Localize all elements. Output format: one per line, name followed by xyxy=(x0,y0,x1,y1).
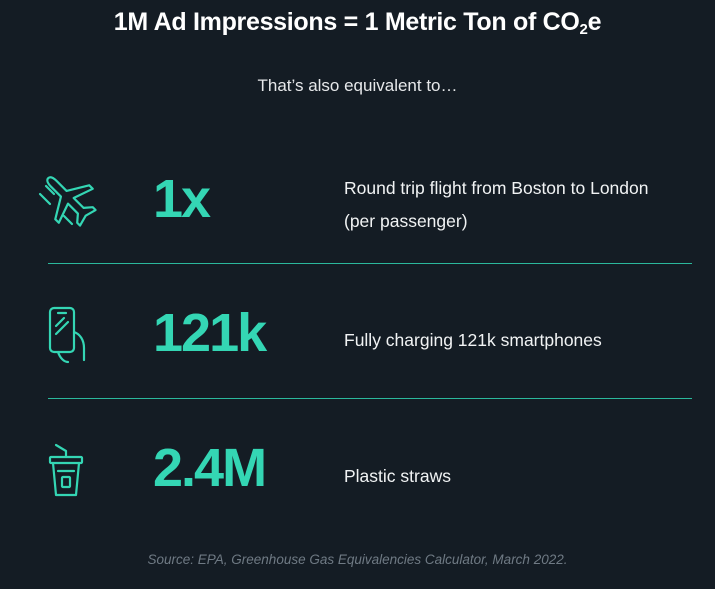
equivalency-row-smartphones: 121k Fully charging 121k smartphones xyxy=(0,280,715,400)
equivalency-value: 1x xyxy=(153,169,211,229)
divider xyxy=(48,398,692,399)
title-subscript: 2 xyxy=(579,21,588,38)
equivalency-row-straws: 2.4M Plastic straws xyxy=(0,415,715,535)
airplane-icon xyxy=(36,166,100,230)
divider xyxy=(48,263,692,264)
title-suffix: e xyxy=(587,8,602,36)
smartphone-hand-icon xyxy=(36,302,100,366)
equivalency-description: Plastic straws xyxy=(344,466,451,486)
equivalency-description: Round trip flight from Boston to London … xyxy=(344,178,649,231)
cup-straw-icon xyxy=(36,437,100,501)
equivalency-value: 2.4M xyxy=(153,438,267,498)
subtitle: That’s also equivalent to… xyxy=(257,76,458,95)
title-main: 1M Ad Impressions = 1 Metric Ton of CO xyxy=(113,8,580,36)
equivalency-value: 121k xyxy=(153,303,267,363)
page-title: 1M Ad Impressions = 1 Metric Ton of CO2e xyxy=(0,8,715,37)
equivalency-row-flight: 1x Round trip flight from Boston to Lond… xyxy=(0,140,715,260)
equivalency-description: Fully charging 121k smartphones xyxy=(344,330,602,350)
source-note: Source: EPA, Greenhouse Gas Equivalencie… xyxy=(147,552,568,567)
